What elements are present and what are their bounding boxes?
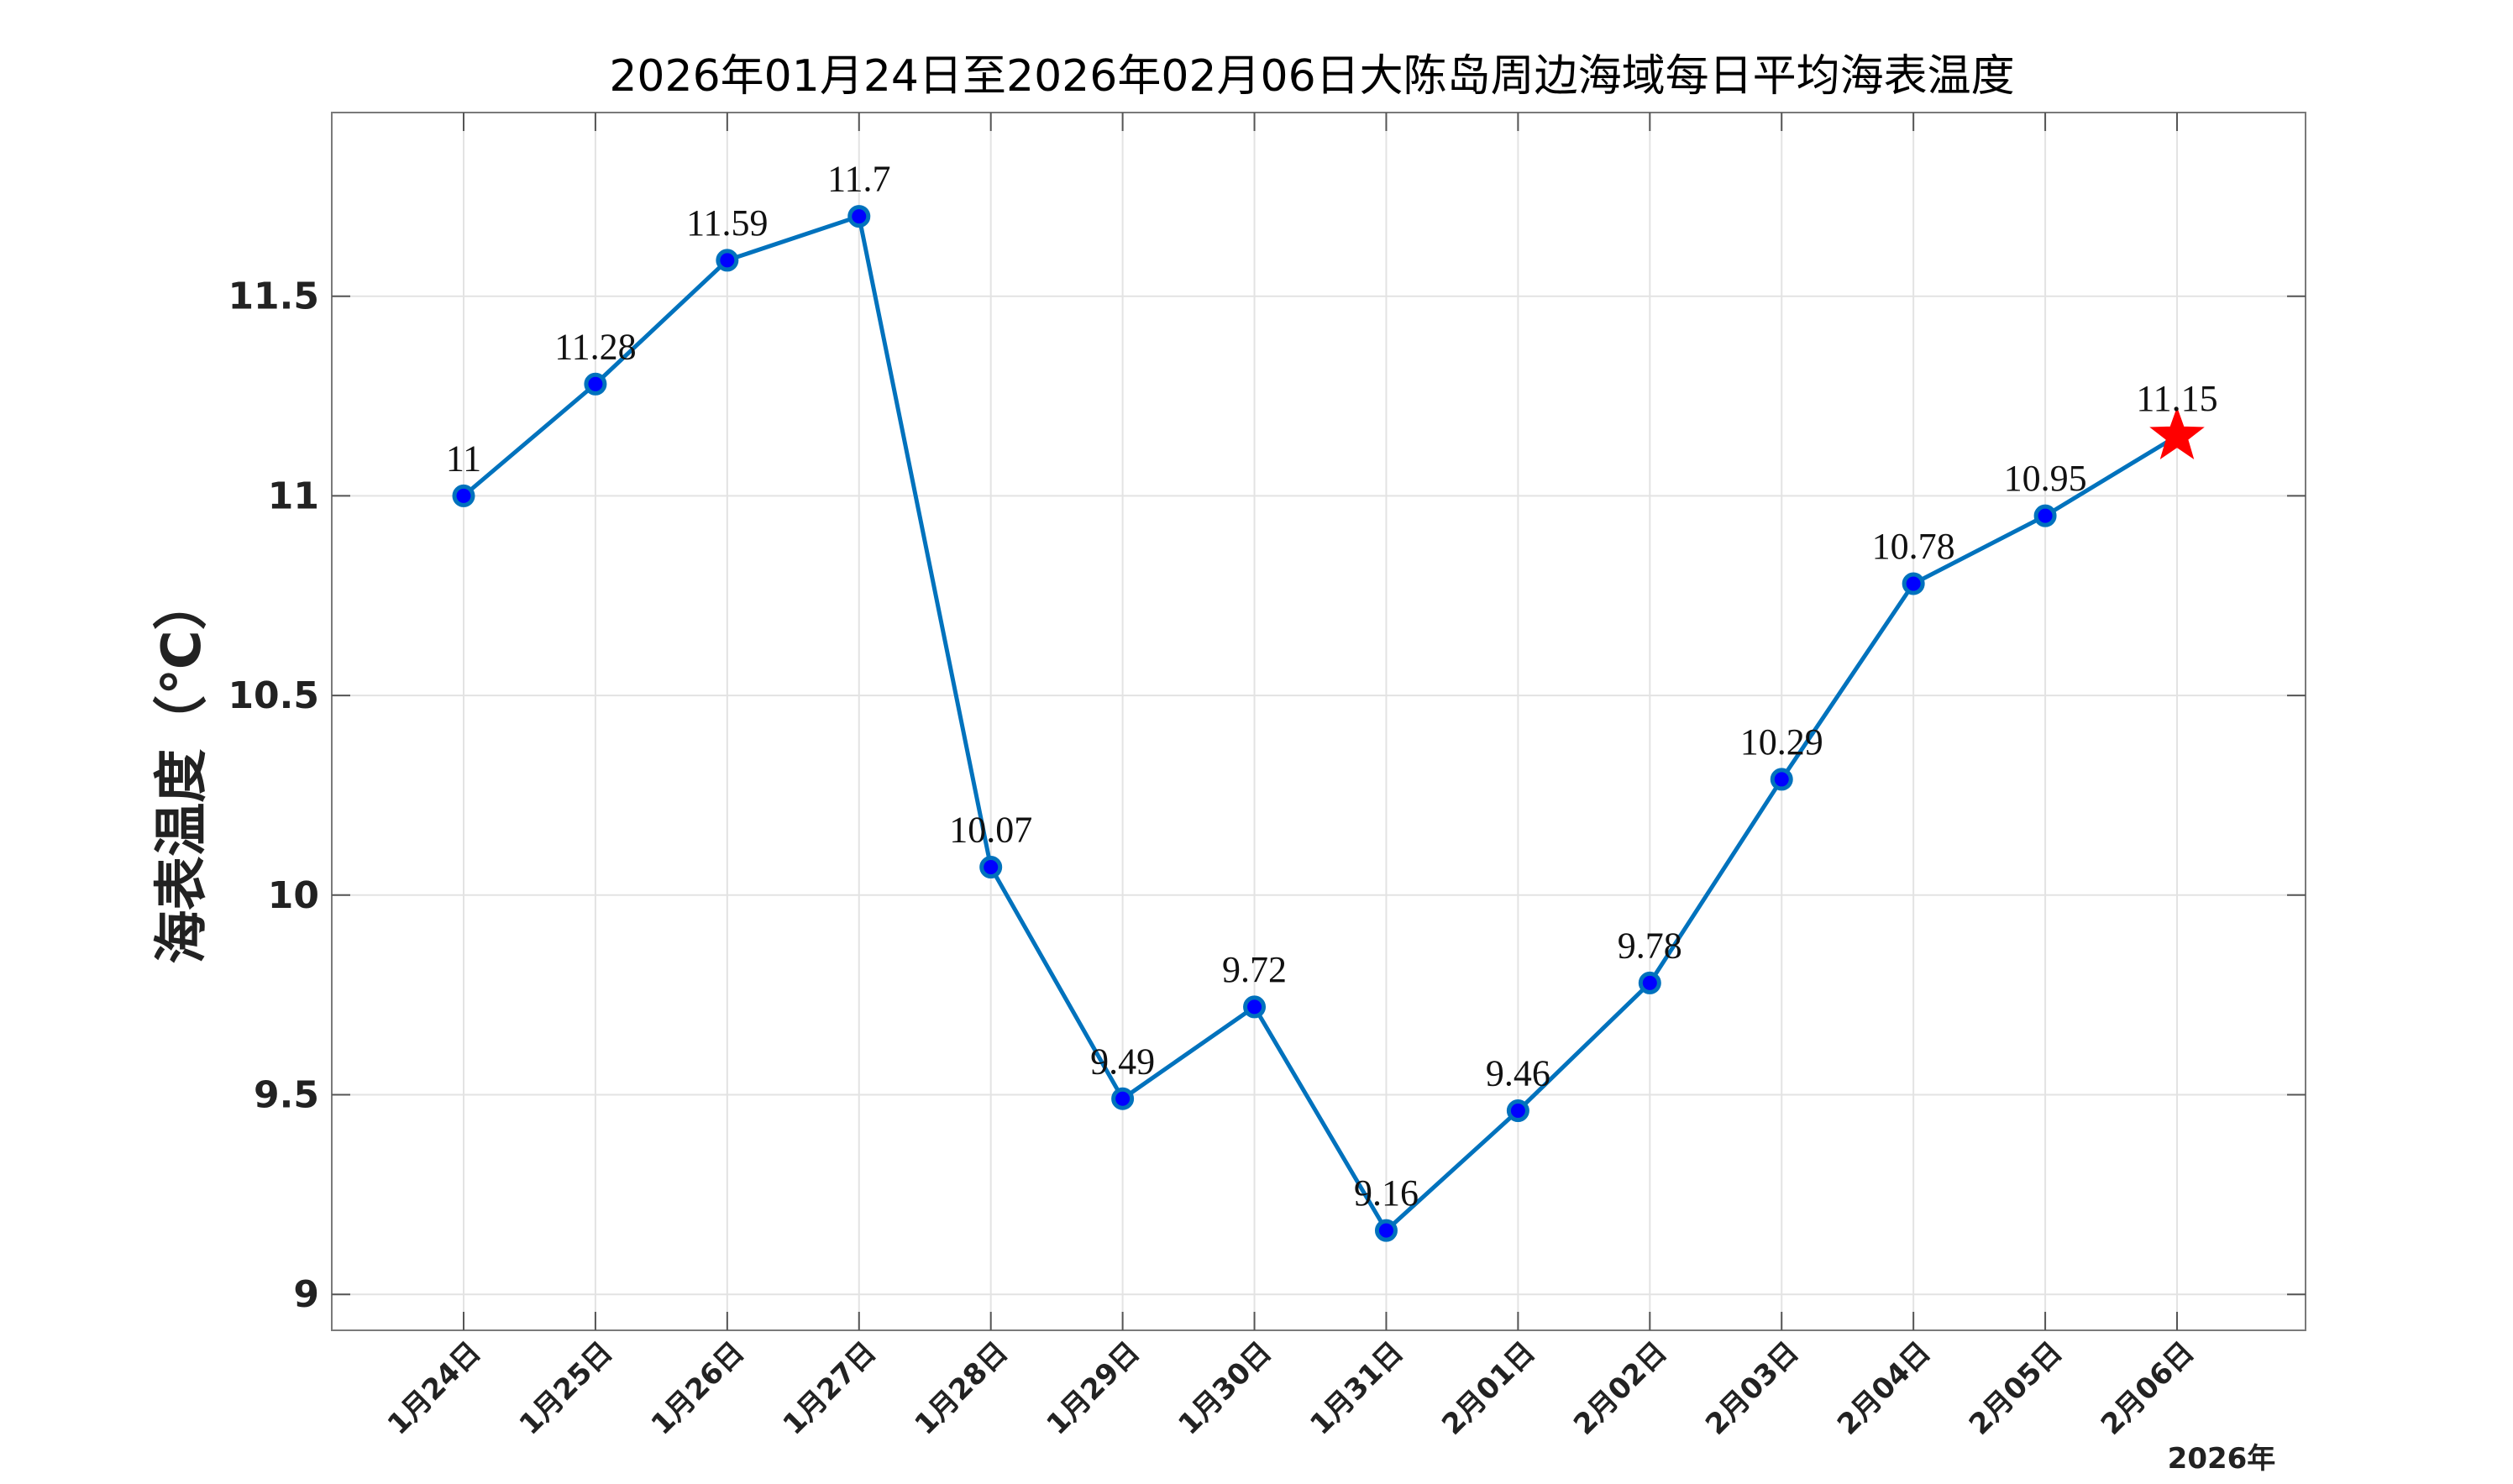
x-tick-label: 2月04日 [1831,1335,1938,1442]
data-point-marker [1374,1219,1398,1242]
data-label-layer: 11 11.28 11.59 11.7 10.07 9.49 9.72 9.16 9.46 9.7… [446,159,2218,1214]
data-point-marker [979,856,1003,879]
data-label: 11 [446,438,481,479]
data-label: 9.49 [1090,1041,1155,1082]
chart-title: 2026年01月24日至2026年02月06日大陈岛周边海域每日平均海表温度 [609,51,2014,102]
series-line-layer [462,214,2179,1233]
x-tick-label: 1月29日 [1040,1335,1146,1442]
x-tick-label: 1月31日 [1304,1335,1410,1442]
x-tick-label: 1月26日 [645,1335,752,1442]
axis-ticks [332,113,2306,1330]
x-tick-label: 2月03日 [1699,1335,1806,1442]
data-point-marker [452,484,475,507]
y-tick-label: 11 [268,475,319,517]
x-tick-label: 1月24日 [381,1335,488,1442]
x-tick-label: 2月05日 [1963,1335,2070,1442]
year-label: 2026年 [2168,1442,2276,1476]
data-label: 9.72 [1222,949,1287,990]
data-point-marker [1243,995,1267,1019]
data-label: 9.78 [1618,925,1682,966]
x-tick-labels: 1月24日 1月25日 1月26日 1月27日 1月28日 1月29日 1月30日 1月31日… [381,1335,2201,1442]
data-label: 11.15 [2136,378,2217,419]
data-label: 11.7 [827,159,890,200]
y-tick-label: 9.5 [254,1074,319,1117]
marker-layer [452,205,2205,1242]
data-label: 10.29 [1740,721,1823,763]
data-point-marker [2033,504,2057,527]
x-tick-label: 1月30日 [1172,1335,1278,1442]
plot-frame [331,112,2306,1331]
x-tick-label: 1月25日 [513,1335,620,1442]
data-point-marker [716,249,739,272]
series-line [462,214,2179,1233]
data-label: 9.46 [1486,1053,1550,1094]
highlight-star-marker [2149,406,2205,459]
data-point-marker [847,205,871,228]
x-tick-label: 2月01日 [1435,1335,1542,1442]
data-point-marker [1506,1099,1529,1123]
data-point-marker [1638,971,1661,994]
data-point-marker [584,372,607,396]
x-tick-label: 1月27日 [777,1335,884,1442]
y-tick-label: 10.5 [228,674,319,717]
data-label: 11.28 [554,326,636,367]
y-tick-label: 11.5 [228,275,319,318]
data-label: 11.59 [686,202,768,244]
data-label: 10.95 [2004,458,2087,499]
data-label: 10.07 [949,810,1032,851]
y-axis-label: 海表温度（℃） [151,576,213,964]
data-label: 9.16 [1354,1172,1419,1214]
data-label: 10.78 [1872,526,1955,567]
grid-lines [332,113,2306,1330]
y-tick-label: 10 [268,874,319,917]
x-tick-label: 1月28日 [908,1335,1015,1442]
y-tick-label: 9 [293,1273,319,1316]
x-tick-label: 2月06日 [2095,1335,2201,1442]
x-tick-label: 2月02日 [1567,1335,1674,1442]
data-point-marker [1111,1087,1135,1110]
data-point-marker [1902,572,1925,595]
data-point-marker [1770,768,1793,791]
y-tick-labels: 9 9.5 10 10.5 11 11.5 [228,275,319,1317]
